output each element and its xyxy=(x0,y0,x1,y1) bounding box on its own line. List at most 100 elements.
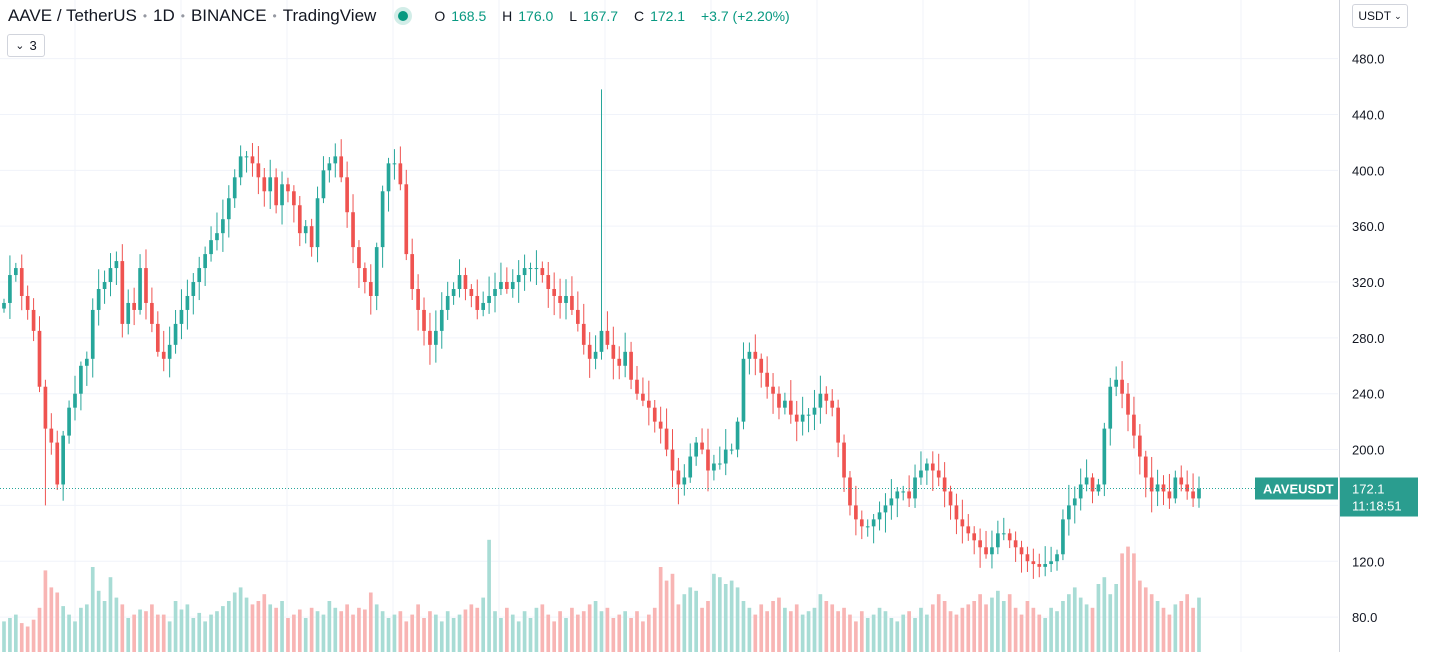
volume-bar xyxy=(392,614,397,652)
candle-body xyxy=(55,442,60,485)
candle-body xyxy=(605,330,610,345)
volume-bar xyxy=(1043,618,1048,652)
volume-bar xyxy=(617,614,622,652)
candle-body xyxy=(510,282,515,290)
candle-body xyxy=(599,330,604,352)
volume-bar xyxy=(351,614,355,652)
candle-body xyxy=(1173,477,1178,499)
price-label-box xyxy=(1339,477,1418,517)
chevron-down-icon: ⌄ xyxy=(1394,10,1402,21)
candle-body xyxy=(954,505,959,520)
candle-body xyxy=(830,400,835,408)
candle-body xyxy=(534,268,539,270)
volume-bar xyxy=(1143,587,1148,652)
volume-bar xyxy=(901,614,906,652)
volume-bar xyxy=(1102,577,1107,652)
candle-body xyxy=(96,289,101,310)
candle-body xyxy=(392,163,397,165)
volume-bar xyxy=(150,604,154,652)
candle-body xyxy=(493,289,497,296)
current-price-line: AAVEUSDT 172.1 11:18:51 xyxy=(0,477,1418,517)
countdown-label: 11:18:51 xyxy=(1352,499,1402,514)
candle-body xyxy=(499,282,503,290)
candle-body xyxy=(1013,540,1018,548)
volume-bar xyxy=(771,601,775,652)
candle-body xyxy=(487,295,491,303)
indicators-count: 3 xyxy=(29,38,37,53)
candle-body xyxy=(948,491,953,506)
candle-body xyxy=(1001,533,1006,535)
candle-body xyxy=(1043,564,1048,567)
volume-bar xyxy=(930,604,935,652)
candle-body xyxy=(1061,519,1065,555)
volume-bar xyxy=(1161,607,1166,652)
volume-bar xyxy=(936,594,941,652)
candle-body xyxy=(623,351,627,366)
candle-body xyxy=(398,163,403,185)
candle-body xyxy=(587,344,592,359)
currency-selector[interactable]: USDT ⌄ xyxy=(1352,4,1408,28)
volume-bar xyxy=(363,609,367,652)
volume-bar xyxy=(445,611,450,652)
candle-body xyxy=(138,268,142,310)
volume-bar xyxy=(996,590,1000,652)
volume-bar xyxy=(1049,607,1053,652)
candle-body xyxy=(475,295,480,310)
candle-body xyxy=(735,421,740,450)
candle-body xyxy=(712,463,716,471)
candle-body xyxy=(1084,477,1089,485)
candle-body xyxy=(1108,386,1113,429)
volume-bar xyxy=(499,618,503,652)
volume-bar xyxy=(132,614,136,652)
symbol-title[interactable]: AAVE / TetherUS xyxy=(8,6,137,25)
price-tick-label: 440.0 xyxy=(1352,107,1385,122)
volume-bar xyxy=(469,604,474,652)
candle-body xyxy=(854,505,858,520)
candle-body xyxy=(611,344,616,359)
indicators-collapse-button[interactable]: ⌄ 3 xyxy=(7,34,45,57)
volume-bar xyxy=(960,607,965,652)
volume-bar xyxy=(717,577,722,652)
candle-body xyxy=(759,358,764,373)
volume-bar xyxy=(505,607,509,652)
market-status-icon[interactable] xyxy=(398,11,409,21)
candle-body xyxy=(925,463,929,471)
candle-body xyxy=(729,449,734,451)
volume-bar xyxy=(138,609,142,652)
volume-bar xyxy=(599,611,604,652)
candle-body xyxy=(670,449,675,471)
interval-label[interactable]: 1D xyxy=(153,6,175,25)
candle-body xyxy=(368,282,373,296)
volume-bar xyxy=(191,618,196,652)
candle-body xyxy=(688,456,693,478)
separator-dot: • xyxy=(180,9,185,23)
candle-body xyxy=(209,240,213,255)
candle-body xyxy=(593,351,598,359)
volume-bar xyxy=(493,611,497,652)
volume-bar xyxy=(90,567,95,652)
volume-bar xyxy=(1055,611,1059,652)
volume-bar xyxy=(167,621,172,652)
candle-body xyxy=(155,323,160,352)
price-tick-label: 280.0 xyxy=(1352,331,1385,346)
volume-bar xyxy=(664,580,669,652)
candle-body xyxy=(528,268,533,270)
volume-bar xyxy=(830,604,835,652)
candle-body xyxy=(723,449,728,464)
volume-bar xyxy=(108,577,113,652)
candle-body xyxy=(581,323,586,345)
volume-bar xyxy=(576,614,580,652)
candle-body xyxy=(1114,379,1119,387)
volume-bar xyxy=(1138,580,1142,652)
volume-bar xyxy=(670,573,675,652)
volume-bar xyxy=(978,594,982,652)
price-tick-label: 400.0 xyxy=(1352,163,1385,178)
high-value: 176.0 xyxy=(518,8,554,24)
volume-bar xyxy=(1025,601,1030,652)
candle-body xyxy=(522,268,527,276)
volume-bar xyxy=(1019,614,1024,652)
volume-bar xyxy=(2,621,6,652)
volume-bar xyxy=(457,614,462,652)
volume-bar xyxy=(854,621,858,652)
